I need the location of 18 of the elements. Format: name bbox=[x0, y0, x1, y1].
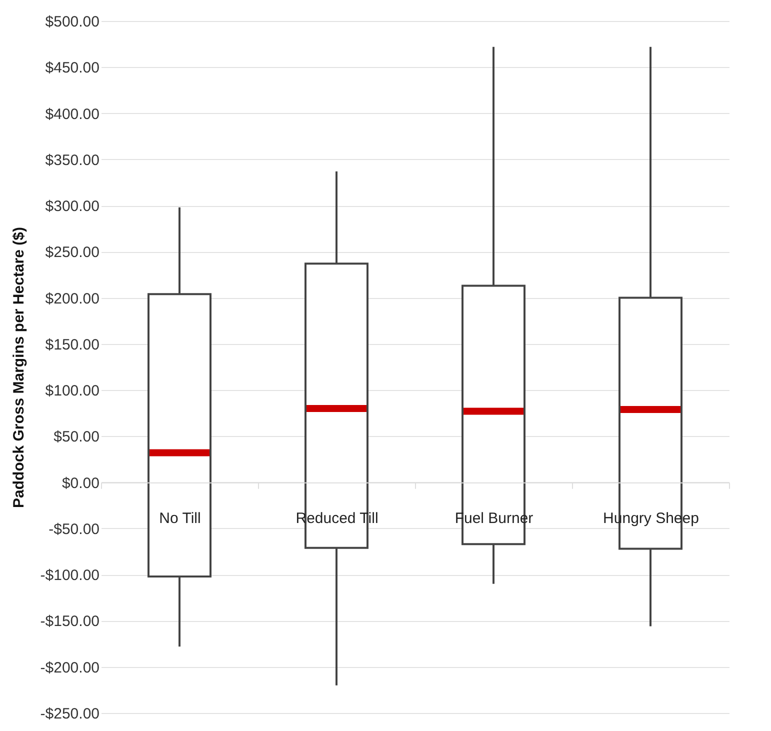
y-tick-label: $200.00 bbox=[45, 290, 100, 308]
y-tick-label: $400.00 bbox=[45, 106, 100, 123]
y-tick-label: -$150.00 bbox=[40, 613, 100, 630]
y-tick-label: $100.00 bbox=[45, 382, 100, 400]
y-tick-label: $250.00 bbox=[45, 244, 100, 262]
y-tick-label: -$200.00 bbox=[40, 659, 100, 676]
y-tick-label: -$50.00 bbox=[48, 520, 100, 538]
y-tick-label: $50.00 bbox=[54, 428, 100, 446]
y-axis-title: Paddock Gross Margins per Hectare ($) bbox=[10, 227, 28, 508]
y-tick-label: $450.00 bbox=[45, 60, 100, 77]
y-tick-label: $500.00 bbox=[45, 14, 100, 30]
y-tick-label: $350.00 bbox=[45, 152, 100, 169]
x-tick-label: No Till bbox=[159, 510, 201, 527]
y-tick-label: -$100.00 bbox=[40, 567, 100, 584]
y-tick-label: $300.00 bbox=[45, 198, 100, 216]
y-tick-label: -$250.00 bbox=[40, 706, 100, 722]
y-tick-label: $0.00 bbox=[62, 474, 100, 492]
y-tick-label: $150.00 bbox=[45, 336, 100, 354]
